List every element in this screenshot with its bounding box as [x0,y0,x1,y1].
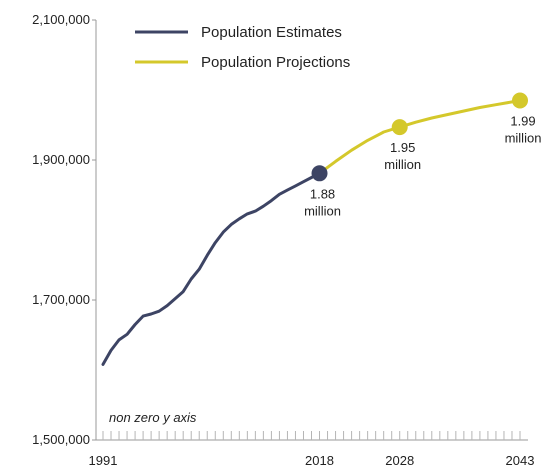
data-point-label: 1.95 [390,140,415,155]
data-point-marker [391,119,408,136]
data-point-marker [311,165,328,182]
data-point-label: million [505,131,542,146]
data-point-label: 1.99 [510,114,535,129]
legend-label: Population Projections [201,54,350,71]
legend: Population Estimates Population Projectio… [135,24,350,71]
x-tick-label: 2018 [305,453,334,468]
data-point-label: million [384,157,421,172]
y-tick-label: 1,500,000 [32,432,90,447]
axes-layer: 1,500,000 1,700,000 1,900,000 2,100,000 1991… [32,12,534,468]
non-zero-axis-note: non zero y axis [109,410,197,425]
series-line-0 [101,171,321,366]
legend-label: Population Estimates [201,24,342,41]
y-tick-label: 1,900,000 [32,152,90,167]
series-layer [101,99,522,366]
series-line-1 [318,99,522,175]
x-tick-label: 2043 [506,453,535,468]
x-tick-label: 1991 [89,453,118,468]
y-tick-label: 2,100,000 [32,12,90,27]
y-tick-label: 1,700,000 [32,292,90,307]
marker-layer: 1.88 million 1.95 million 1.99 million [304,92,542,218]
x-tick-label: 2028 [385,453,414,468]
data-point-marker [512,92,528,109]
data-point-label: 1.88 [310,186,335,201]
data-point-label: million [304,203,341,218]
